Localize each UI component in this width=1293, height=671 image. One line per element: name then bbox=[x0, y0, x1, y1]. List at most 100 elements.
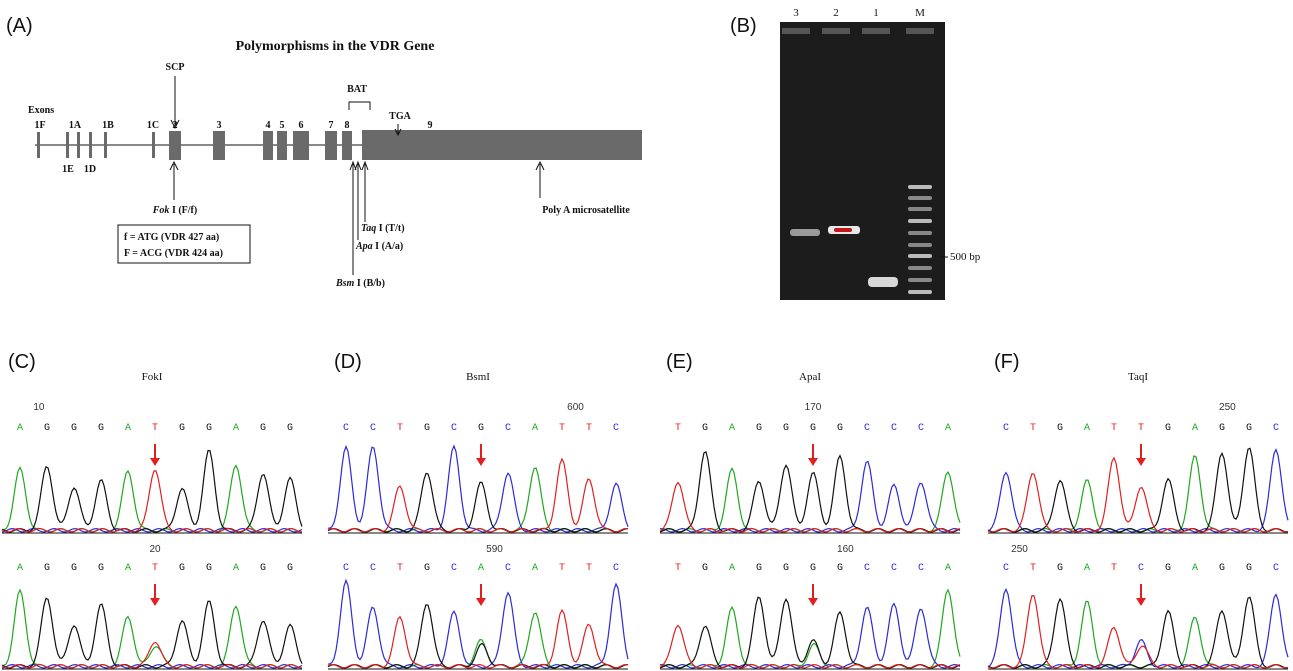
base-call: A bbox=[125, 563, 131, 574]
panel-label: (D) bbox=[334, 351, 362, 373]
base-call: C bbox=[370, 563, 376, 574]
exon bbox=[152, 132, 155, 158]
exon-label: 1F bbox=[34, 120, 45, 131]
base-call: A bbox=[125, 423, 131, 434]
trace bbox=[988, 602, 1288, 669]
ladder-band bbox=[908, 231, 932, 235]
exon-label: 2 bbox=[173, 120, 178, 131]
exon-label: 9 bbox=[428, 120, 433, 131]
base-call: G bbox=[179, 423, 185, 434]
position-number: 590 bbox=[486, 544, 503, 555]
position-number: 250 bbox=[1011, 544, 1028, 555]
base-call: G bbox=[1246, 423, 1252, 434]
exon-label: 1E bbox=[62, 164, 74, 175]
base-call: T bbox=[152, 563, 158, 574]
base-call: C bbox=[891, 563, 897, 574]
base-call: C bbox=[343, 423, 349, 434]
exon bbox=[342, 131, 352, 160]
base-call: G bbox=[287, 423, 293, 434]
base-call: G bbox=[702, 423, 708, 434]
base-call: G bbox=[478, 423, 484, 434]
trace bbox=[328, 605, 628, 668]
exon-label: 6 bbox=[299, 120, 304, 131]
fok-label: Fok I (F/f) bbox=[152, 205, 197, 216]
base-call: G bbox=[44, 423, 50, 434]
exons-label: Exons bbox=[28, 105, 54, 116]
base-call: A bbox=[532, 563, 538, 574]
site: I (T/t) bbox=[376, 223, 404, 234]
exon bbox=[37, 132, 40, 158]
site: I (F/f) bbox=[169, 205, 197, 216]
base-call: C bbox=[370, 423, 376, 434]
box-line: f = ATG (VDR 427 aa) bbox=[124, 232, 219, 243]
ladder-band bbox=[908, 278, 932, 282]
trace bbox=[2, 590, 302, 668]
trace bbox=[988, 458, 1288, 532]
trace bbox=[2, 598, 302, 668]
position-number: 10 bbox=[33, 402, 45, 413]
trace bbox=[2, 451, 302, 533]
base-call: A bbox=[729, 563, 735, 574]
base-call: A bbox=[1084, 423, 1090, 434]
exon-label: 1C bbox=[147, 120, 159, 131]
ladder-band bbox=[908, 243, 932, 247]
base-call: G bbox=[783, 563, 789, 574]
base-call: T bbox=[1111, 423, 1117, 434]
base-call: C bbox=[864, 563, 870, 574]
base-call: G bbox=[71, 563, 77, 574]
base-call: C bbox=[1003, 563, 1009, 574]
base-call: T bbox=[586, 423, 592, 434]
trace bbox=[988, 597, 1288, 668]
base-call: A bbox=[478, 563, 484, 574]
band bbox=[868, 277, 898, 287]
exon-label: 1D bbox=[84, 164, 96, 175]
base-call: G bbox=[1165, 423, 1171, 434]
ladder-band bbox=[908, 266, 932, 270]
exon-label: 4 bbox=[266, 120, 271, 131]
poly-a-label: Poly A microsatellite bbox=[542, 205, 630, 216]
panel-title: TaqI bbox=[1128, 371, 1148, 383]
base-call: G bbox=[44, 563, 50, 574]
panel-title: BsmI bbox=[466, 371, 490, 383]
base-call: A bbox=[17, 563, 23, 574]
base-call: G bbox=[260, 563, 266, 574]
arrow-head bbox=[476, 458, 486, 466]
arrow-head bbox=[150, 598, 160, 606]
enzyme: Bsm bbox=[335, 278, 355, 289]
position-number: 600 bbox=[567, 402, 584, 413]
base-call: T bbox=[675, 563, 681, 574]
bat-label: BAT bbox=[347, 84, 367, 95]
arrow-head bbox=[1136, 598, 1146, 606]
exon-label: 7 bbox=[329, 120, 334, 131]
ladder-band bbox=[908, 219, 932, 223]
base-call: G bbox=[206, 423, 212, 434]
base-call: G bbox=[424, 563, 430, 574]
base-call: G bbox=[783, 423, 789, 434]
base-call: C bbox=[918, 423, 924, 434]
panel-label: (E) bbox=[666, 351, 693, 373]
scp-label: SCP bbox=[166, 62, 185, 73]
arrow-head bbox=[808, 598, 818, 606]
position-number: 250 bbox=[1219, 402, 1236, 413]
trace bbox=[660, 604, 960, 669]
exon bbox=[104, 132, 107, 158]
trace bbox=[328, 459, 628, 532]
base-call: C bbox=[1273, 563, 1279, 574]
arrow-head bbox=[476, 598, 486, 606]
base-call: C bbox=[864, 423, 870, 434]
base-call: C bbox=[505, 563, 511, 574]
well bbox=[906, 28, 934, 34]
page: {"panel_a":{"label":"(A)","title":"Polym… bbox=[0, 0, 1293, 671]
base-call: G bbox=[810, 563, 816, 574]
lane-label: M bbox=[915, 7, 925, 19]
figure: (A) Polymorphisms in the VDR Gene Exons … bbox=[0, 0, 1293, 671]
base-call: C bbox=[343, 563, 349, 574]
body: (A) Polymorphisms in the VDR Gene Exons … bbox=[0, 0, 1293, 671]
position-number: 20 bbox=[149, 544, 161, 555]
base-call: G bbox=[287, 563, 293, 574]
enzyme: Fok bbox=[152, 205, 170, 216]
marker-label: 500 bp bbox=[950, 251, 981, 263]
lane-label: 2 bbox=[833, 7, 839, 19]
base-call: A bbox=[532, 423, 538, 434]
arrow-head bbox=[150, 458, 160, 466]
